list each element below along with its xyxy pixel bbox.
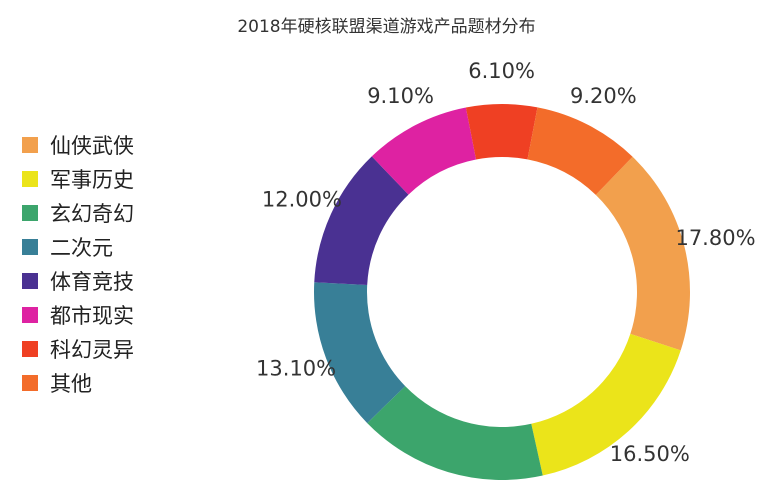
legend-swatch (22, 307, 38, 323)
legend-label: 都市现实 (50, 304, 134, 328)
donut-slice (313, 282, 406, 424)
donut-slice (527, 107, 633, 195)
legend-label: 玄幻奇幻 (50, 202, 134, 226)
legend-item: 二次元 (22, 230, 134, 264)
legend-item: 科幻灵异 (22, 332, 134, 366)
slice-data-label: 12.00% (262, 188, 342, 212)
donut-slice (595, 156, 690, 351)
slice-data-label: 9.10% (367, 84, 434, 108)
legend-label: 二次元 (50, 236, 113, 260)
slice-data-label: 13.10% (256, 356, 336, 380)
legend-swatch (22, 239, 38, 255)
legend-label: 体育竞技 (50, 270, 134, 294)
legend-label: 仙侠武侠 (50, 134, 134, 158)
chart-title: 2018年硬核联盟渠道游戏产品题材分布 (237, 17, 536, 37)
donut-slice (367, 386, 543, 480)
legend-item: 玄幻奇幻 (22, 196, 134, 230)
slice-data-label: 16.50% (610, 442, 690, 466)
legend-item: 仙侠武侠 (22, 128, 134, 162)
legend-swatch (22, 273, 38, 289)
legend: 仙侠武侠军事历史玄幻奇幻二次元体育竞技都市现实科幻灵异其他 (22, 128, 134, 400)
slice-data-label: 17.80% (675, 226, 755, 250)
legend-item: 军事历史 (22, 162, 134, 196)
donut-slice (465, 103, 538, 160)
legend-label: 其他 (50, 372, 92, 396)
slice-data-label: 6.10% (468, 59, 535, 83)
slice-data-label: 16.20% (399, 490, 479, 491)
legend-label: 科幻灵异 (50, 338, 134, 362)
donut-slice (371, 107, 477, 195)
legend-item: 其他 (22, 366, 134, 400)
legend-swatch (22, 375, 38, 391)
legend-swatch (22, 205, 38, 221)
legend-swatch (22, 341, 38, 357)
legend-swatch (22, 137, 38, 153)
legend-item: 都市现实 (22, 298, 134, 332)
donut-slice (314, 156, 409, 286)
donut-slice (531, 333, 681, 476)
legend-item: 体育竞技 (22, 264, 134, 298)
slice-data-label: 9.20% (570, 84, 637, 108)
legend-swatch (22, 171, 38, 187)
legend-label: 军事历史 (50, 168, 134, 192)
